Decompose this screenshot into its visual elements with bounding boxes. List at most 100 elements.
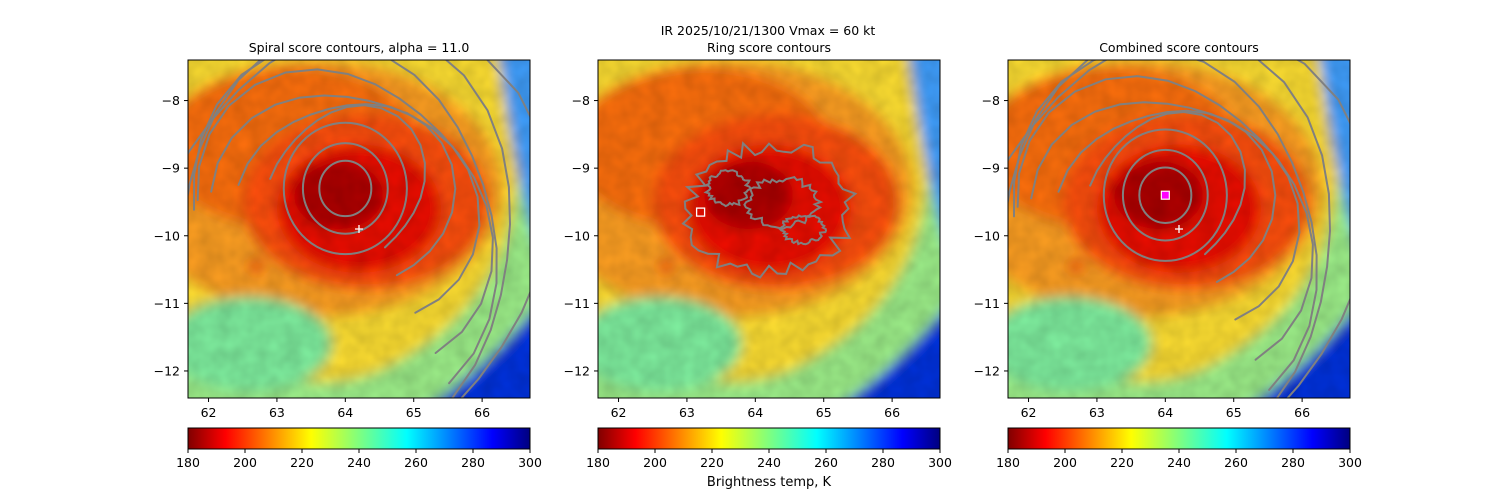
y-tick-label: −9 xyxy=(162,161,180,176)
colorbar-tick-label: 200 xyxy=(1053,455,1077,470)
contour-line xyxy=(1030,101,1301,321)
panel-2: Ring score contours 62 63 64 65 66 −8 −9 −10 −11 −… xyxy=(564,40,952,470)
center-marker xyxy=(695,207,706,217)
contour-line xyxy=(681,141,858,279)
x-tick-label: 65 xyxy=(1226,405,1242,420)
axes-frame xyxy=(597,59,941,399)
contour-line xyxy=(1016,75,1314,361)
x-tick-label: 63 xyxy=(1089,405,1105,420)
x-tick-label: 64 xyxy=(747,405,763,420)
contour-line xyxy=(1102,128,1228,262)
colorbar-gradient xyxy=(187,427,531,450)
contour-line xyxy=(318,159,373,218)
x-tick-label: 65 xyxy=(406,405,422,420)
x-tick-label: 64 xyxy=(1157,405,1173,420)
colorbar-tick-label: 300 xyxy=(1338,455,1362,470)
colorbar-tick-label: 260 xyxy=(1224,455,1248,470)
y-tick-label: −9 xyxy=(982,161,1000,176)
x-tick-label: 66 xyxy=(1294,405,1310,420)
x-tick-label: 66 xyxy=(474,405,490,420)
colorbar-tick-label: 300 xyxy=(928,455,952,470)
contour-line xyxy=(703,169,753,208)
x-tick-label: 65 xyxy=(816,405,832,420)
y-tick-label: −9 xyxy=(572,161,590,176)
y-tick-label: −11 xyxy=(564,296,590,311)
y-tick-label: −12 xyxy=(154,363,180,378)
colorbar-tick-label: 240 xyxy=(757,455,781,470)
ir-image xyxy=(598,60,940,398)
x-tick-label: 62 xyxy=(201,405,217,420)
panel-title: Spiral score contours, alpha = 11.0 xyxy=(249,40,470,55)
colorbar-tick-label: 200 xyxy=(233,455,257,470)
contour-line xyxy=(188,60,512,398)
score-contours xyxy=(681,141,858,279)
y-tick-label: −11 xyxy=(974,296,1000,311)
contour-line xyxy=(282,121,408,256)
colorbar-label: Brightness temp, K xyxy=(707,475,832,490)
x-tick-label: 62 xyxy=(1021,405,1037,420)
panel-title: Combined score contours xyxy=(1099,40,1259,55)
contour-line xyxy=(1121,148,1209,242)
colorbar-tick-label: 220 xyxy=(290,455,314,470)
colorbar: 180 200 220 240 260 280 300 xyxy=(996,427,1362,470)
colorbar-tick-label: 300 xyxy=(518,455,542,470)
colorbar: 180 200 220 240 260 280 300 xyxy=(586,427,952,470)
y-tick-label: −10 xyxy=(154,228,180,243)
y-tick-label: −12 xyxy=(564,363,590,378)
suptitle: IR 2025/10/21/1300 Vmax = 60 kt xyxy=(661,23,876,38)
colorbar-gradient xyxy=(597,427,941,450)
x-tick-label: 64 xyxy=(337,405,353,420)
ir-image xyxy=(188,60,530,398)
contour-line xyxy=(743,175,824,230)
score-contours xyxy=(188,60,530,398)
colorbar-tick-label: 240 xyxy=(347,455,371,470)
ir-image xyxy=(1008,60,1350,398)
y-tick-label: −11 xyxy=(154,296,180,311)
x-tick-label: 62 xyxy=(611,405,627,420)
y-tick-label: −8 xyxy=(572,93,590,108)
contour-line xyxy=(1138,166,1193,224)
y-tick-label: −8 xyxy=(162,93,180,108)
x-tick-label: 63 xyxy=(679,405,695,420)
axes-frame xyxy=(187,59,531,399)
colorbar-tick-label: 180 xyxy=(586,455,610,470)
contour-line xyxy=(1008,60,1350,398)
colorbar-tick-label: 200 xyxy=(643,455,667,470)
colorbar-gradient xyxy=(1007,427,1351,450)
colorbar-tick-label: 280 xyxy=(871,455,895,470)
x-tick-label: 66 xyxy=(884,405,900,420)
contour-line xyxy=(193,60,498,385)
score-contours xyxy=(1008,60,1350,398)
colorbar-tick-label: 280 xyxy=(461,455,485,470)
colorbar-tick-label: 220 xyxy=(700,455,724,470)
contour-line xyxy=(269,104,426,249)
y-tick-label: −10 xyxy=(974,228,1000,243)
colorbar-tick-label: 240 xyxy=(1167,455,1191,470)
center-marker xyxy=(1175,225,1183,233)
center-marker xyxy=(355,225,363,233)
colorbar-tick-label: 260 xyxy=(814,455,838,470)
axes-frame xyxy=(1007,59,1351,399)
colorbar-tick-label: 180 xyxy=(176,455,200,470)
contour-line xyxy=(1089,110,1246,256)
best-center-marker xyxy=(1160,190,1170,200)
colorbar-tick-label: 260 xyxy=(404,455,428,470)
contour-line xyxy=(1008,60,1332,398)
panel-1: Spiral score contours, alpha = 11.0 62 63 6… xyxy=(154,40,542,470)
y-tick-label: −8 xyxy=(982,93,1000,108)
panel-3: Combined score contours 62 63 64 65 66 −8 −9 −10… xyxy=(974,40,1362,470)
colorbar-tick-label: 280 xyxy=(1281,455,1305,470)
colorbar: 180 200 220 240 260 280 300 xyxy=(176,427,542,470)
panel-title: Ring score contours xyxy=(707,40,831,55)
contour-line xyxy=(210,94,481,314)
y-tick-label: −12 xyxy=(974,363,1000,378)
y-tick-label: −10 xyxy=(564,228,590,243)
colorbar-tick-label: 220 xyxy=(1110,455,1134,470)
contour-line xyxy=(1013,60,1318,391)
x-tick-label: 63 xyxy=(269,405,285,420)
contour-line xyxy=(196,68,494,354)
colorbar-tick-label: 180 xyxy=(996,455,1020,470)
contour-line xyxy=(301,142,389,235)
contour-line xyxy=(188,60,530,398)
